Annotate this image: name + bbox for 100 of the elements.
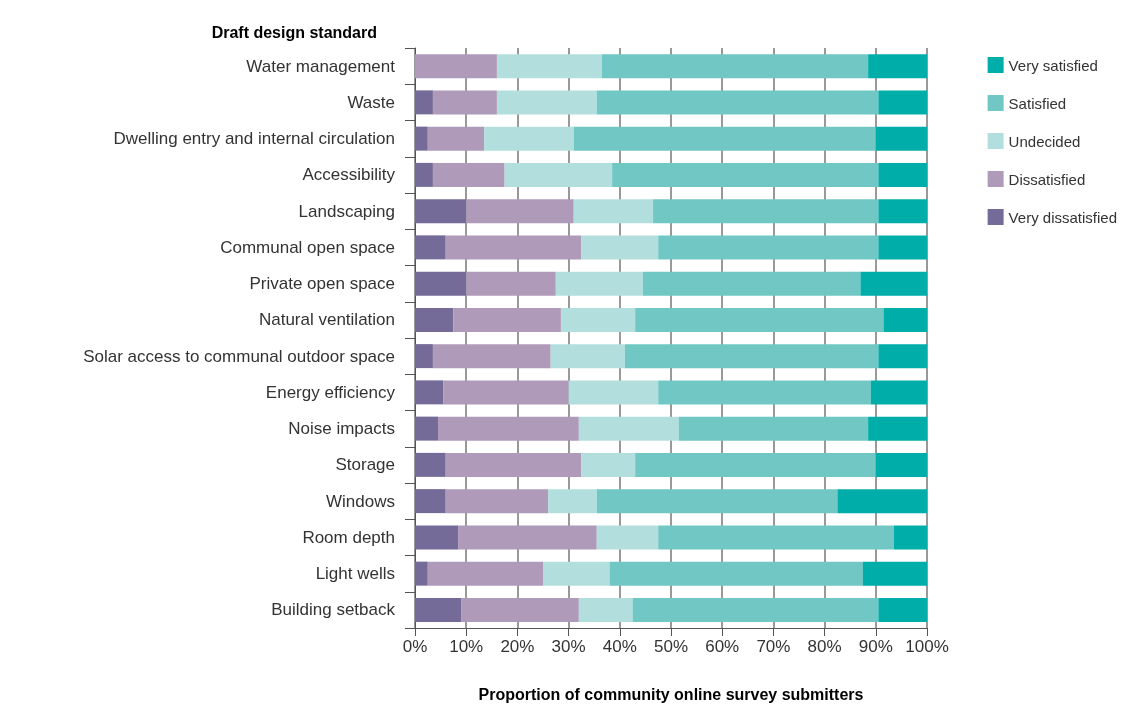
x-tick-label: 80%	[807, 637, 842, 656]
bar	[632, 597, 879, 622]
bar	[415, 525, 459, 550]
bar	[893, 525, 927, 550]
bar	[445, 235, 582, 260]
bar	[658, 525, 894, 550]
bar	[415, 489, 446, 514]
bar	[415, 90, 433, 115]
bar	[870, 380, 927, 405]
bar	[678, 416, 869, 441]
bar	[415, 344, 433, 369]
x-tick-label: 70%	[756, 637, 791, 656]
x-tick-label: 20%	[500, 637, 535, 656]
legend-label: Satisfied	[1008, 94, 1067, 112]
bar	[878, 235, 927, 260]
bar	[445, 452, 582, 477]
bar	[875, 452, 927, 477]
y-tick-label: Light wells	[315, 564, 395, 584]
bar	[427, 126, 485, 151]
y-tick-label: Natural ventilation	[258, 310, 395, 330]
x-tick-label: 30%	[551, 637, 586, 656]
legend-label: Undecided	[1008, 132, 1081, 150]
x-tick-label: 10%	[449, 637, 484, 656]
bar	[573, 199, 654, 224]
bar	[581, 452, 636, 477]
x-tick-label: 100%	[905, 637, 949, 656]
bar	[415, 235, 446, 260]
bar	[543, 561, 610, 586]
y-tick-label: Room depth	[302, 527, 395, 547]
bar	[445, 489, 549, 514]
bar	[863, 561, 927, 586]
bar	[868, 54, 927, 79]
bar	[496, 90, 597, 115]
bar	[568, 380, 659, 405]
bar	[432, 344, 551, 369]
bar	[875, 126, 927, 151]
bar	[415, 307, 454, 332]
bar	[596, 90, 879, 115]
bar	[635, 307, 884, 332]
bar	[609, 561, 863, 586]
bar	[612, 162, 879, 187]
bar	[415, 199, 467, 224]
x-tick-label: 60%	[705, 637, 740, 656]
y-tick-label: Dwelling entry and internal circulation	[113, 129, 395, 149]
y-tick-label: Energy efficiency	[265, 382, 396, 402]
bar	[415, 416, 439, 441]
bar	[443, 380, 569, 405]
legend-label: Very satisfied	[1008, 56, 1098, 74]
bar	[432, 90, 497, 115]
bar	[878, 597, 927, 622]
x-tick-label: 50%	[653, 637, 689, 656]
bar	[466, 271, 556, 296]
bar	[415, 452, 446, 477]
bar	[878, 162, 927, 187]
x-tick-label: 40%	[602, 637, 637, 656]
bar	[878, 90, 927, 115]
bar	[573, 126, 876, 151]
bar	[484, 126, 574, 151]
bar	[466, 199, 574, 224]
legend-label: Dissatisfied	[1008, 170, 1086, 188]
bar	[596, 525, 659, 550]
legend-label: Very dissatisfied	[1008, 208, 1118, 226]
y-tick-label: Private open space	[249, 274, 395, 294]
bar	[453, 307, 561, 332]
bar	[878, 199, 927, 224]
bar	[415, 54, 497, 79]
bar	[624, 344, 879, 369]
bar	[415, 380, 444, 405]
bar	[548, 489, 597, 514]
y-tick-label: Waste	[347, 92, 395, 112]
bar	[415, 126, 428, 151]
bar	[883, 307, 927, 332]
bar	[415, 597, 462, 622]
y-tick-label: Landscaping	[298, 201, 395, 221]
y-tick-label: Water management	[246, 56, 396, 76]
bar	[560, 307, 636, 332]
x-axis-title: Proportion of community online survey submitters	[478, 685, 864, 703]
bar	[653, 199, 879, 224]
bar	[658, 380, 871, 405]
bar	[438, 416, 579, 441]
y-tick-label: Accessibility	[302, 165, 396, 185]
bar	[550, 344, 625, 369]
bar	[868, 416, 927, 441]
bar	[578, 597, 633, 622]
x-tick-label: 90%	[858, 637, 893, 656]
bar	[415, 162, 433, 187]
bar	[642, 271, 861, 296]
bar	[458, 525, 597, 550]
bar	[837, 489, 927, 514]
bar	[635, 452, 876, 477]
x-tick-label: 0%	[402, 637, 428, 656]
bar	[461, 597, 579, 622]
bar	[658, 235, 879, 260]
y-tick-label: Communal open space	[220, 237, 395, 257]
bar	[415, 561, 428, 586]
y-tick-label: Solar access to communal outdoor space	[83, 346, 395, 366]
bar	[601, 54, 869, 79]
bar	[427, 561, 543, 586]
bar	[415, 271, 467, 296]
bar	[504, 162, 613, 187]
